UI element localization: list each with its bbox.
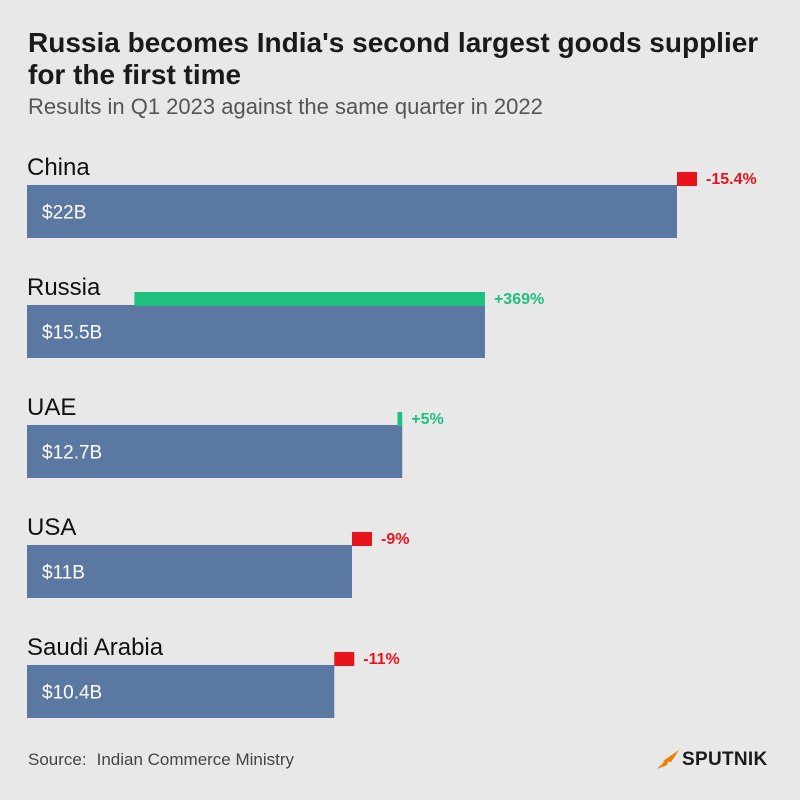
chart-title: Russia becomes India's second largest go… (28, 27, 759, 90)
source-label: Source: (28, 750, 87, 769)
change-label-usa: -9% (381, 531, 409, 548)
bar-uae (27, 425, 403, 478)
change-marker-russia (134, 292, 485, 306)
change-marker-china (677, 172, 697, 186)
source-text: Indian Commerce Ministry (96, 750, 295, 769)
change-label-china: -15.4% (706, 171, 757, 188)
chart-subtitle: Results in Q1 2023 against the same quar… (28, 94, 543, 119)
bar-russia (27, 305, 485, 358)
change-marker-saudi-arabia (334, 652, 355, 666)
country-label-usa: USA (27, 514, 76, 541)
country-label-russia: Russia (27, 274, 101, 301)
change-marker-usa (352, 532, 372, 546)
value-label-uae: $12.7B (42, 443, 102, 464)
change-marker-uae (397, 412, 403, 426)
bar-usa (27, 545, 352, 598)
change-label-russia: +369% (494, 291, 544, 308)
sputnik-logo-text: SPUTNIK (682, 749, 768, 770)
bar-china (27, 185, 677, 238)
value-label-saudi-arabia: $10.4B (42, 683, 102, 704)
source-note: Source: Indian Commerce Ministry (28, 750, 294, 770)
bar-saudi-arabia (27, 665, 335, 718)
change-label-uae: +5% (411, 411, 443, 428)
sputnik-logo-icon (657, 750, 679, 769)
change-label-saudi-arabia: -11% (363, 651, 399, 668)
country-label-china: China (27, 154, 90, 181)
country-label-uae: UAE (27, 394, 76, 421)
sputnik-logo: SPUTNIK (656, 748, 768, 772)
value-label-usa: $11B (42, 563, 85, 584)
value-label-china: $22B (42, 203, 86, 224)
country-label-saudi-arabia: Saudi Arabia (27, 634, 164, 661)
value-label-russia: $15.5B (42, 323, 102, 344)
bar-chart: China $22B -15.4% Russia $15.5B +369% UAE $12.7… (27, 154, 757, 718)
